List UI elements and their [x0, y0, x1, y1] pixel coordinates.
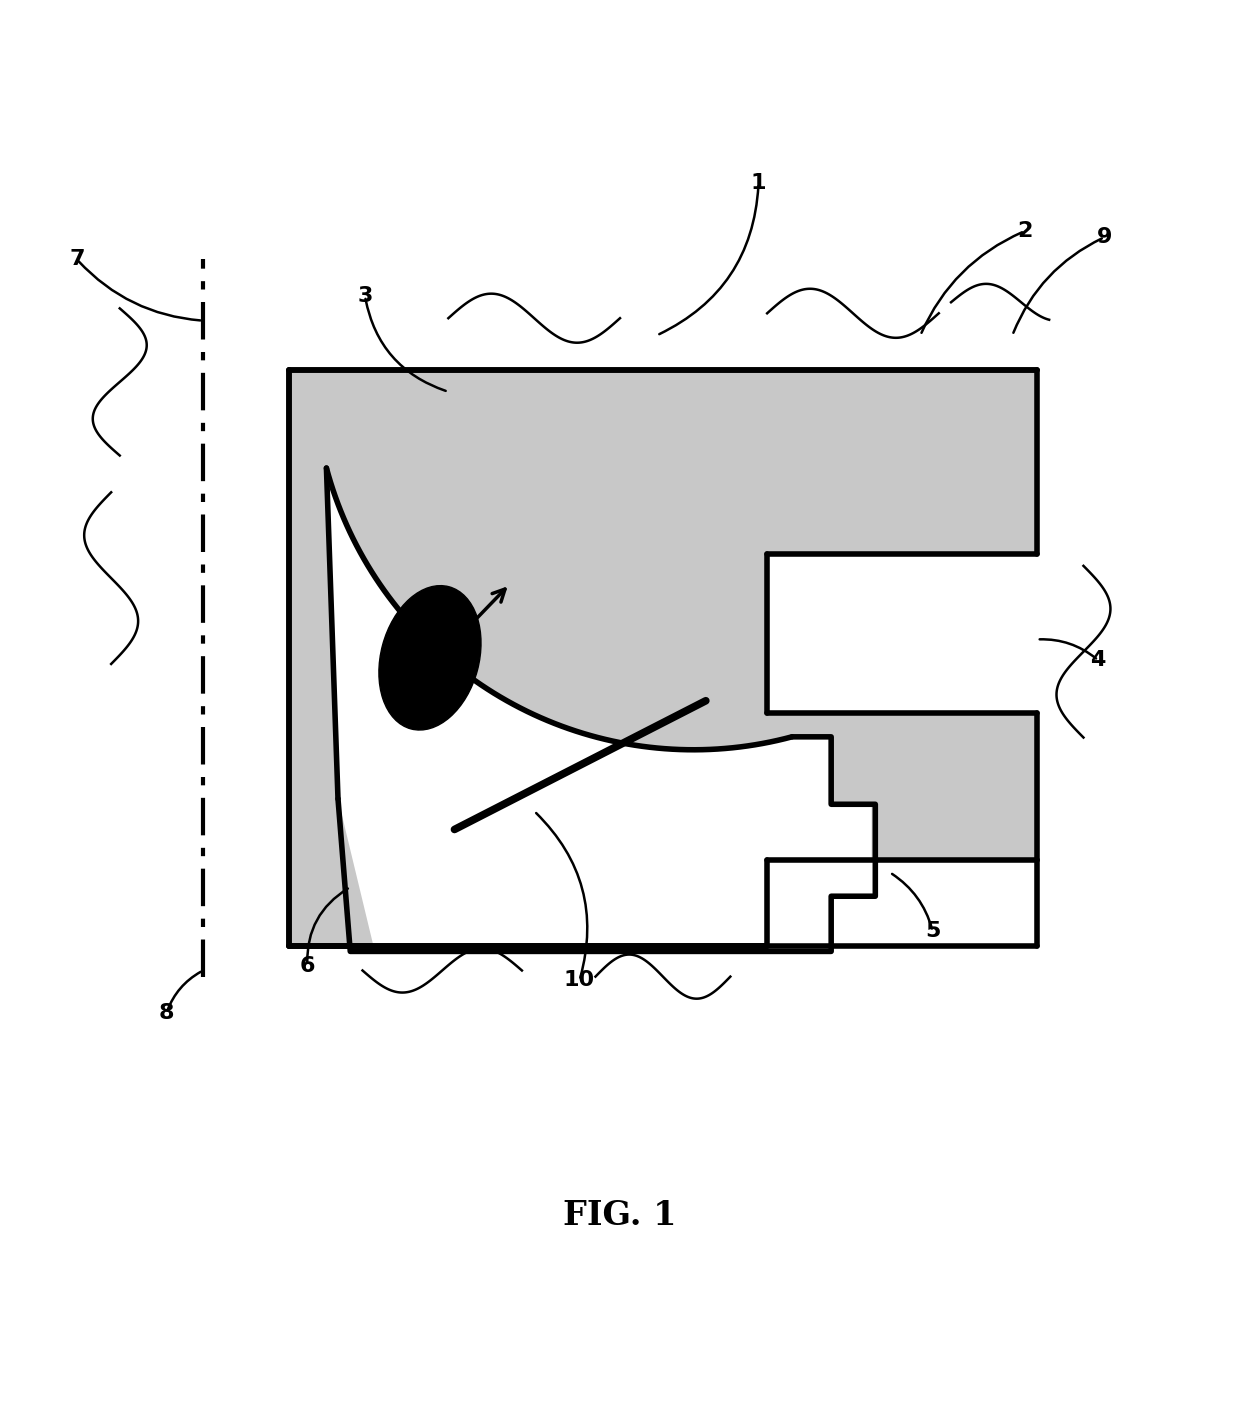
Text: 1: 1: [750, 174, 766, 194]
Polygon shape: [326, 468, 872, 951]
Text: 3: 3: [357, 287, 373, 307]
Text: 10: 10: [564, 970, 595, 990]
Text: FIG. 1: FIG. 1: [563, 1199, 677, 1232]
Text: 4: 4: [1090, 650, 1106, 670]
Text: 2: 2: [1017, 221, 1033, 241]
Text: 6: 6: [300, 955, 315, 975]
Text: 8: 8: [159, 1004, 174, 1024]
Polygon shape: [289, 369, 1037, 945]
Text: 7: 7: [69, 250, 84, 270]
Text: 9: 9: [1096, 227, 1112, 247]
Ellipse shape: [379, 586, 481, 730]
Text: 5: 5: [925, 921, 940, 941]
